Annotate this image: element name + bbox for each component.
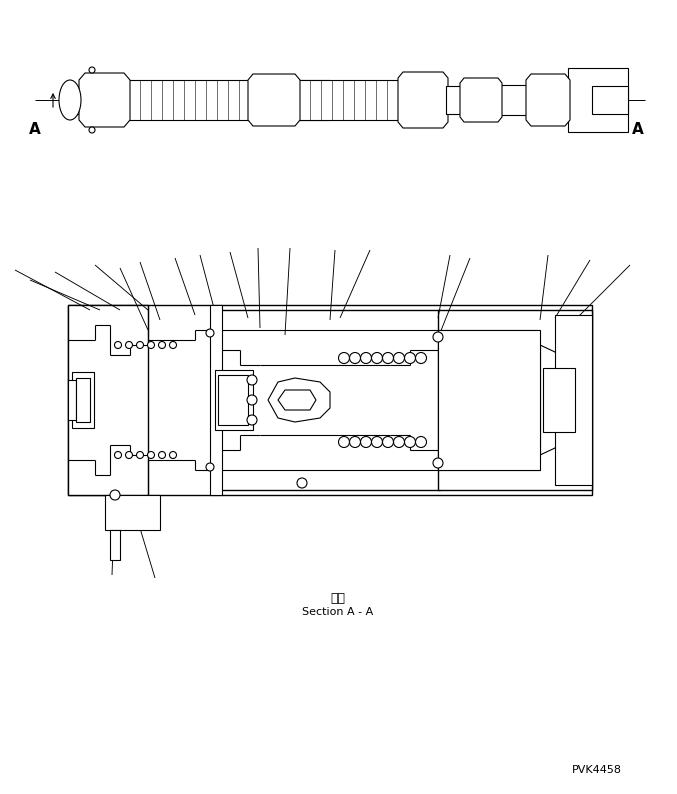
Circle shape bbox=[125, 341, 133, 349]
Circle shape bbox=[297, 478, 307, 488]
Circle shape bbox=[125, 452, 133, 458]
Circle shape bbox=[114, 341, 121, 349]
Bar bbox=[446, 86, 462, 114]
Bar bbox=[215, 310, 440, 490]
Bar bbox=[218, 375, 248, 425]
Circle shape bbox=[169, 341, 177, 349]
Circle shape bbox=[338, 353, 349, 364]
Circle shape bbox=[110, 490, 120, 500]
Polygon shape bbox=[398, 72, 448, 128]
Circle shape bbox=[404, 437, 416, 448]
Circle shape bbox=[372, 353, 383, 364]
Bar bbox=[210, 305, 222, 495]
Circle shape bbox=[158, 452, 165, 458]
Polygon shape bbox=[79, 73, 130, 127]
Bar bbox=[592, 86, 628, 114]
Circle shape bbox=[114, 452, 121, 458]
Bar bbox=[438, 330, 540, 470]
Text: A: A bbox=[632, 122, 644, 137]
Circle shape bbox=[360, 353, 372, 364]
Circle shape bbox=[349, 437, 360, 448]
Text: 断面: 断面 bbox=[330, 592, 345, 604]
Circle shape bbox=[158, 341, 165, 349]
Circle shape bbox=[360, 437, 372, 448]
Circle shape bbox=[433, 458, 443, 468]
Bar bbox=[68, 380, 76, 420]
Text: Section A - A: Section A - A bbox=[303, 607, 374, 617]
Circle shape bbox=[338, 437, 349, 448]
Polygon shape bbox=[278, 390, 316, 410]
Circle shape bbox=[206, 329, 214, 337]
Circle shape bbox=[383, 353, 393, 364]
Circle shape bbox=[349, 353, 360, 364]
Bar bbox=[72, 372, 94, 428]
Circle shape bbox=[416, 437, 427, 448]
Bar bbox=[298, 80, 400, 120]
Bar bbox=[105, 495, 160, 530]
Bar bbox=[110, 530, 120, 560]
Circle shape bbox=[148, 452, 154, 458]
Bar bbox=[68, 305, 148, 495]
Ellipse shape bbox=[59, 80, 81, 120]
Circle shape bbox=[247, 415, 257, 425]
Bar bbox=[568, 68, 628, 132]
Polygon shape bbox=[460, 78, 502, 122]
Circle shape bbox=[393, 437, 404, 448]
Bar bbox=[555, 315, 592, 485]
Circle shape bbox=[148, 341, 154, 349]
Circle shape bbox=[89, 127, 95, 133]
Circle shape bbox=[404, 353, 416, 364]
Circle shape bbox=[169, 452, 177, 458]
Bar bbox=[128, 80, 330, 120]
Circle shape bbox=[137, 341, 144, 349]
Circle shape bbox=[433, 332, 443, 342]
Circle shape bbox=[137, 452, 144, 458]
Circle shape bbox=[372, 437, 383, 448]
Polygon shape bbox=[268, 378, 330, 422]
Circle shape bbox=[89, 67, 95, 73]
Bar bbox=[68, 305, 592, 495]
Circle shape bbox=[247, 375, 257, 385]
Bar bbox=[543, 368, 575, 432]
Polygon shape bbox=[248, 74, 300, 126]
Circle shape bbox=[247, 395, 257, 405]
Circle shape bbox=[206, 463, 214, 471]
Polygon shape bbox=[526, 74, 570, 126]
Bar bbox=[500, 85, 528, 115]
Text: PVK4458: PVK4458 bbox=[572, 765, 622, 775]
Circle shape bbox=[383, 437, 393, 448]
Text: A: A bbox=[29, 122, 41, 137]
Circle shape bbox=[393, 353, 404, 364]
Bar bbox=[76, 378, 90, 422]
Bar bbox=[215, 370, 253, 430]
Bar bbox=[438, 310, 592, 490]
Circle shape bbox=[416, 353, 427, 364]
